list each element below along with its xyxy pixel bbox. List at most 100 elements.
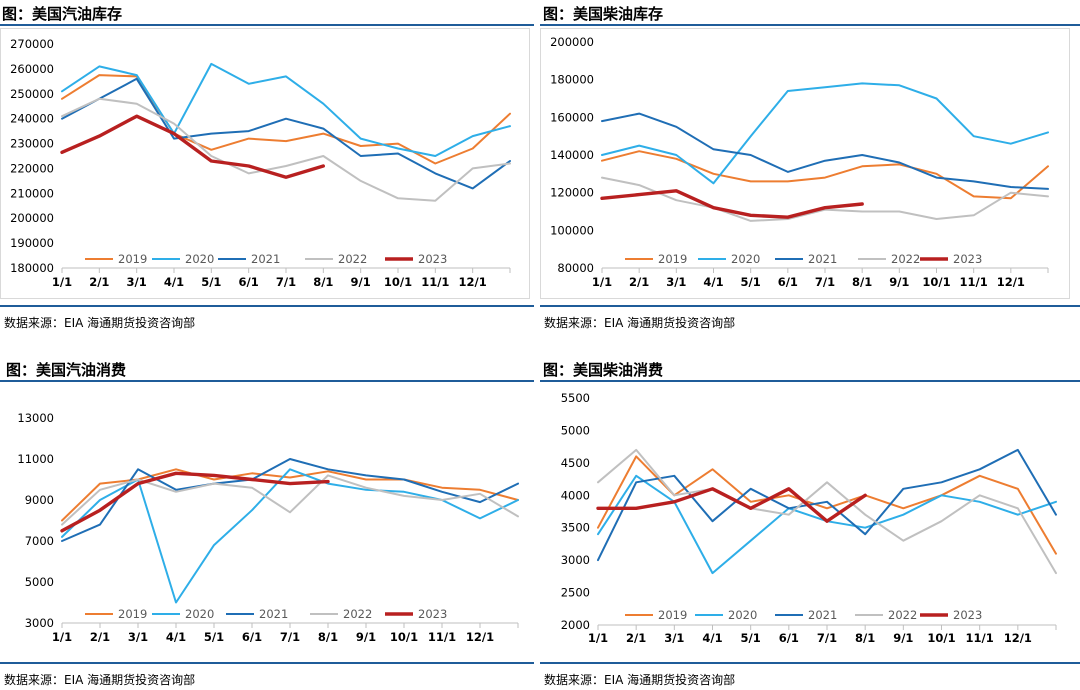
chart-svg: 3000 5000 7000 9000 11000 13000 1/1 2/1 3/1 4/1 5/… <box>17 411 519 644</box>
series-line-2019 <box>601 150 1049 200</box>
legend-label-2019: 2019 <box>118 607 147 621</box>
panel-title: 图：美国柴油库存 <box>543 5 664 23</box>
x-tick-label: 7/1 <box>280 630 300 644</box>
plot-frame <box>540 28 1070 299</box>
x-tick-label: 6/1 <box>242 630 262 644</box>
diesel-stock-panel: 图：美国柴油库存 80000 100000 120000 140000 160000 18… <box>540 0 1080 345</box>
bottom-rule <box>0 662 534 664</box>
y-tick-label: 230000 <box>10 137 54 151</box>
source-note: 数据来源：EIA 海通期货投资咨询部 <box>4 316 196 330</box>
x-tick-label: 4/1 <box>703 275 723 289</box>
series-line-2021 <box>61 77 511 190</box>
x-tick-label: 1/1 <box>588 631 608 645</box>
y-tick-label: 2500 <box>561 586 590 600</box>
series-line-2020 <box>601 82 1049 185</box>
series-line-2022 <box>61 474 519 526</box>
x-tick-label: 8/1 <box>855 631 875 645</box>
x-tick-label: 11/1 <box>421 275 449 289</box>
y-tick-label: 11000 <box>17 452 54 466</box>
source-note: 数据来源：EIA 海通期货投资咨询部 <box>544 316 736 330</box>
y-tick-label: 7000 <box>25 534 54 548</box>
y-tick-label: 210000 <box>10 186 54 200</box>
y-tick-label: 160000 <box>550 110 594 124</box>
series-line-2022 <box>597 448 1057 575</box>
y-tick-label: 120000 <box>550 186 594 200</box>
series-line-2021 <box>601 112 1049 190</box>
bottom-rule <box>0 305 534 307</box>
series-line-2023 <box>60 471 330 533</box>
chart-svg: 80000 100000 120000 140000 160000 180000 20000… <box>550 35 1049 289</box>
legend-label-2020: 2020 <box>728 608 757 622</box>
y-tick-label: 5000 <box>25 575 54 589</box>
series-line-2022 <box>601 176 1049 222</box>
bottom-rule <box>540 662 1080 664</box>
y-tick-label: 80000 <box>557 261 594 275</box>
legend-label-2019: 2019 <box>658 608 687 622</box>
x-tick-label: 10/1 <box>384 275 412 289</box>
y-tick-label: 180000 <box>10 261 54 275</box>
legend-label-2021: 2021 <box>259 607 288 621</box>
y-tick-label: 190000 <box>10 236 54 250</box>
x-tick-label: 12/1 <box>1004 631 1032 645</box>
diesel-consumption-panel: 图：美国柴油消费 2000 2500 3000 3500 4000 4500 5000 550… <box>540 345 1080 690</box>
diesel-stock-chart: 80000 100000 120000 140000 160000 180000 20000… <box>540 28 1070 299</box>
x-tick-label: 9/1 <box>356 630 376 644</box>
x-tick-label: 9/1 <box>889 275 909 289</box>
x-tick-label: 2/1 <box>90 630 110 644</box>
y-tick-label: 13000 <box>17 411 54 425</box>
x-tick-label: 5/1 <box>741 275 761 289</box>
legend-label-2021: 2021 <box>251 252 280 266</box>
x-tick-label: 5/1 <box>741 631 761 645</box>
y-tick-label: 5500 <box>561 391 590 405</box>
series-line-2022 <box>61 97 511 202</box>
x-tick-label: 4/1 <box>164 275 184 289</box>
x-tick-label: 7/1 <box>276 275 296 289</box>
x-tick-label: 11/1 <box>966 631 994 645</box>
x-tick-label: 1/1 <box>52 275 72 289</box>
x-tick-label: 3/1 <box>666 275 686 289</box>
x-tick-label: 7/1 <box>815 275 835 289</box>
x-tick-label: 4/1 <box>702 631 722 645</box>
x-tick-label: 2/1 <box>629 275 649 289</box>
y-tick-label: 200000 <box>10 211 54 225</box>
x-tick-label: 9/1 <box>351 275 371 289</box>
legend-label-2020: 2020 <box>731 252 760 266</box>
x-tick-label: 3/1 <box>664 631 684 645</box>
gasoline-consumption-panel: 图：美国汽油消费 3000 5000 7000 9000 11000 13000 1/1 2/… <box>0 345 540 690</box>
bottom-rule <box>540 305 1080 307</box>
y-tick-label: 4000 <box>561 488 590 502</box>
x-tick-label: 6/1 <box>778 275 798 289</box>
x-tick-label: 11/1 <box>960 275 988 289</box>
series-line-2021 <box>597 448 1057 562</box>
series-line-2023 <box>600 189 864 219</box>
y-tick-label: 3000 <box>561 553 590 567</box>
legend-label-2022: 2022 <box>888 608 917 622</box>
legend-label-2022: 2022 <box>343 607 372 621</box>
y-tick-label: 180000 <box>550 73 594 87</box>
y-tick-label: 140000 <box>550 148 594 162</box>
legend-label-2023: 2023 <box>418 252 447 266</box>
y-tick-label: 260000 <box>10 62 54 76</box>
y-tick-label: 240000 <box>10 112 54 126</box>
x-tick-label: 8/1 <box>318 630 338 644</box>
x-tick-label: 5/1 <box>201 275 221 289</box>
gasoline-stock-panel: 图：美国汽油库存 180000 190000 200000 210000 220000 2… <box>0 0 540 345</box>
series-line-2023 <box>596 487 867 523</box>
x-tick-label: 6/1 <box>779 631 799 645</box>
legend-label-2023: 2023 <box>418 607 447 621</box>
legend-label-2022: 2022 <box>338 252 367 266</box>
x-tick-label: 3/1 <box>127 275 147 289</box>
chart-svg: 180000 190000 200000 210000 220000 230000 2400… <box>10 37 511 289</box>
y-tick-label: 250000 <box>10 87 54 101</box>
x-tick-label: 12/1 <box>997 275 1025 289</box>
y-tick-label: 220000 <box>10 161 54 175</box>
x-tick-label: 2/1 <box>89 275 109 289</box>
source-note: 数据来源：EIA 海通期货投资咨询部 <box>4 673 196 687</box>
y-tick-label: 9000 <box>25 493 54 507</box>
legend-label-2021: 2021 <box>808 252 837 266</box>
x-tick-label: 12/1 <box>466 630 494 644</box>
x-tick-label: 4/1 <box>166 630 186 644</box>
x-tick-label: 10/1 <box>927 631 955 645</box>
chart-svg: 2000 2500 3000 3500 4000 4500 5000 5500 1/1 2/1 3/… <box>561 391 1057 645</box>
series-line-2020 <box>61 62 511 157</box>
